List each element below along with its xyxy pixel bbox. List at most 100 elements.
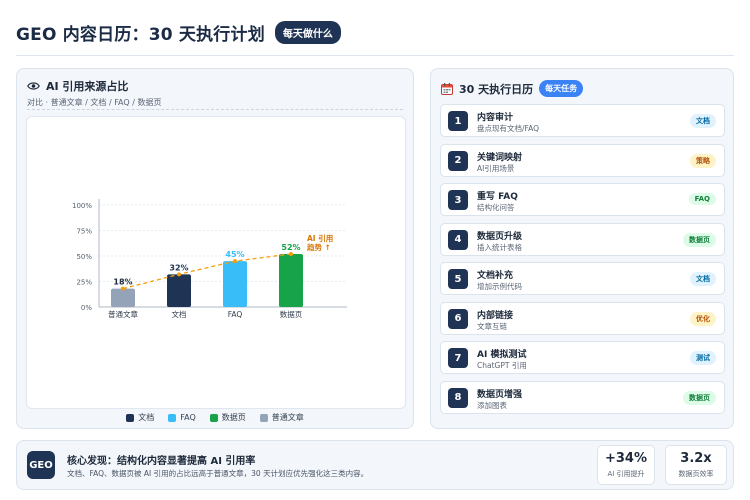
bar-value-label: 52% — [281, 243, 300, 252]
y-tick-label: 25% — [76, 279, 92, 287]
task-subtitle: 盘点现有文档/FAQ — [477, 124, 540, 133]
task-item[interactable]: 4 数据页升级 插入统计表格 数据页 — [440, 222, 725, 256]
bar-value-label: 32% — [169, 263, 188, 272]
task-item[interactable]: 5 文档补充 增加示例代码 文档 — [440, 262, 725, 295]
bar-value-label: 45% — [225, 250, 244, 259]
task-title: 数据页升级 — [477, 231, 523, 242]
panel-title: AI 引用来源占比 — [46, 80, 129, 93]
legend-label: 数据页 — [221, 413, 246, 422]
trend-point — [233, 259, 237, 264]
task-tag: FAQ — [688, 193, 716, 205]
page-header: GEO 内容日历：30 天执行计划 每天做什么 — [16, 18, 734, 46]
task-number: 6 — [448, 308, 468, 329]
task-title: 数据页增强 — [477, 389, 523, 400]
task-subtitle: AI引用场景 — [477, 163, 515, 173]
task-item[interactable]: 6 内部链接 文章互链 优化 — [440, 301, 725, 335]
task-number: 8 — [448, 387, 468, 408]
legend-item: 文档 — [126, 412, 154, 423]
task-item[interactable]: 2 关键词映射 AI引用场景 策略 — [440, 143, 725, 177]
trend-point — [289, 251, 293, 256]
stat-card-data-efficiency: 3.2x 数据页效率 — [665, 445, 727, 485]
task-tag: 文档 — [690, 114, 716, 128]
task-item[interactable]: 3 重写 FAQ 结构化问答 FAQ — [440, 183, 725, 216]
trend-point — [177, 272, 181, 277]
task-subtitle: 增加示例代码 — [477, 282, 522, 291]
x-tick-label: 普通文章 — [108, 309, 138, 319]
legend-swatch — [209, 413, 218, 422]
task-tag: 策略 — [690, 153, 716, 168]
calendar-icon — [441, 82, 453, 95]
task-tag: 文档 — [690, 272, 716, 286]
legend-label: FAQ — [180, 413, 196, 422]
x-tick-label: 数据页 — [280, 309, 303, 319]
legend-item: 数据页 — [209, 412, 246, 423]
task-tag: 测试 — [690, 351, 716, 365]
legend-item: 普通文章 — [259, 412, 304, 423]
stat-label: 数据页效率 — [678, 470, 714, 478]
finding-description: 文档、FAQ、数据页被 AI 引用的占比远高于普通文章，30 天计划应优先强化这… — [67, 469, 369, 478]
key-finding-panel: GEO 核心发现：结构化内容显著提高 AI 引用率 文档、FAQ、数据页被 AI… — [16, 440, 734, 490]
legend-item: FAQ — [168, 412, 196, 423]
trend-annotation: 趋势 ↑ — [306, 242, 331, 252]
task-number: 4 — [448, 229, 468, 250]
bar — [223, 261, 247, 307]
page-title: GEO 内容日历：30 天执行计划 — [16, 24, 265, 45]
calendar-panel: 30 天执行日历 每天任务 1 内容审计 盘点现有文档/FAQ 文档 2 关键词映射 AI引… — [430, 68, 734, 429]
legend-swatch — [168, 413, 177, 422]
trend-line — [122, 253, 292, 290]
task-tag: 数据页 — [683, 232, 716, 247]
task-number: 3 — [448, 190, 468, 210]
bar-value-label: 18% — [113, 278, 132, 287]
calendar-badge: 每天任务 — [539, 80, 584, 97]
calendar-title: 30 天执行日历 — [459, 82, 534, 96]
task-item[interactable]: 8 数据页增强 添加图表 数据页 — [440, 380, 725, 414]
task-tag: 优化 — [690, 311, 716, 326]
task-subtitle: 插入统计表格 — [477, 242, 522, 252]
task-title: 内部链接 — [477, 310, 514, 321]
geo-logo: GEO — [27, 451, 55, 479]
x-tick-label: 文档 — [172, 309, 187, 319]
calendar-header: 30 天执行日历 每天任务 — [441, 80, 584, 97]
bar — [167, 274, 191, 307]
y-tick-label: 75% — [76, 228, 92, 236]
chart-svg: 0% 25% 50% 75% 100% 18% 普通文章 32% 文档 45% FAQ 52% 数据页 A… — [72, 199, 347, 319]
y-tick-label: 100% — [72, 202, 92, 210]
task-title: 内容审计 — [477, 113, 514, 123]
task-title: 文档补充 — [477, 271, 514, 281]
header-badge: 每天做什么 — [274, 20, 341, 44]
bar-chart: 0% 25% 50% 75% 100% 18% 普通文章 32% 文档 45% FAQ 52% 数据页 A… — [26, 116, 406, 409]
stat-card-citation-lift: +34% AI 引用提升 — [597, 445, 655, 485]
y-tick-label: 50% — [76, 253, 92, 261]
trend-point — [121, 286, 125, 291]
task-item[interactable]: 1 内容审计 盘点现有文档/FAQ 文档 — [440, 104, 725, 137]
bar — [111, 288, 135, 307]
task-subtitle: 结构化问答 — [477, 203, 515, 212]
legend-swatch — [126, 413, 135, 422]
stat-value: +34% — [604, 451, 647, 466]
task-tag: 数据页 — [683, 390, 716, 405]
legend-label: 文档 — [138, 413, 155, 422]
task-subtitle: 文章互链 — [477, 321, 507, 331]
citation-share-header: AI 引用来源占比 对比 · 普通文章 / 文档 / FAQ / 数据页 — [27, 78, 403, 108]
header-divider — [16, 55, 734, 56]
task-subtitle: 添加图表 — [477, 400, 507, 410]
x-tick-label: FAQ — [228, 310, 243, 319]
task-title: 重写 FAQ — [477, 192, 518, 202]
finding-title: 核心发现：结构化内容显著提高 AI 引用率 — [67, 456, 256, 467]
task-title: 关键词映射 — [477, 152, 523, 163]
panel-subtitle: 对比 · 普通文章 / 文档 / FAQ / 数据页 — [27, 98, 162, 107]
citation-share-panel: AI 引用来源占比 对比 · 普通文章 / 文档 / FAQ / 数据页 0% 2… — [16, 68, 414, 429]
task-number: 2 — [448, 150, 468, 171]
bar — [279, 253, 303, 307]
task-title: AI 模拟测试 — [477, 350, 527, 360]
task-number: 5 — [448, 269, 468, 289]
task-number: 7 — [448, 348, 468, 368]
chart-legend: 文档 FAQ 数据页 普通文章 — [17, 412, 413, 423]
legend-label: 普通文章 — [271, 413, 304, 422]
task-subtitle: ChatGPT 引用 — [477, 361, 527, 370]
task-item[interactable]: 7 AI 模拟测试 ChatGPT 引用 测试 — [440, 341, 725, 374]
legend-swatch — [259, 413, 268, 422]
divider — [27, 109, 403, 110]
task-number: 1 — [448, 111, 468, 131]
stat-label: AI 引用提升 — [607, 470, 645, 478]
